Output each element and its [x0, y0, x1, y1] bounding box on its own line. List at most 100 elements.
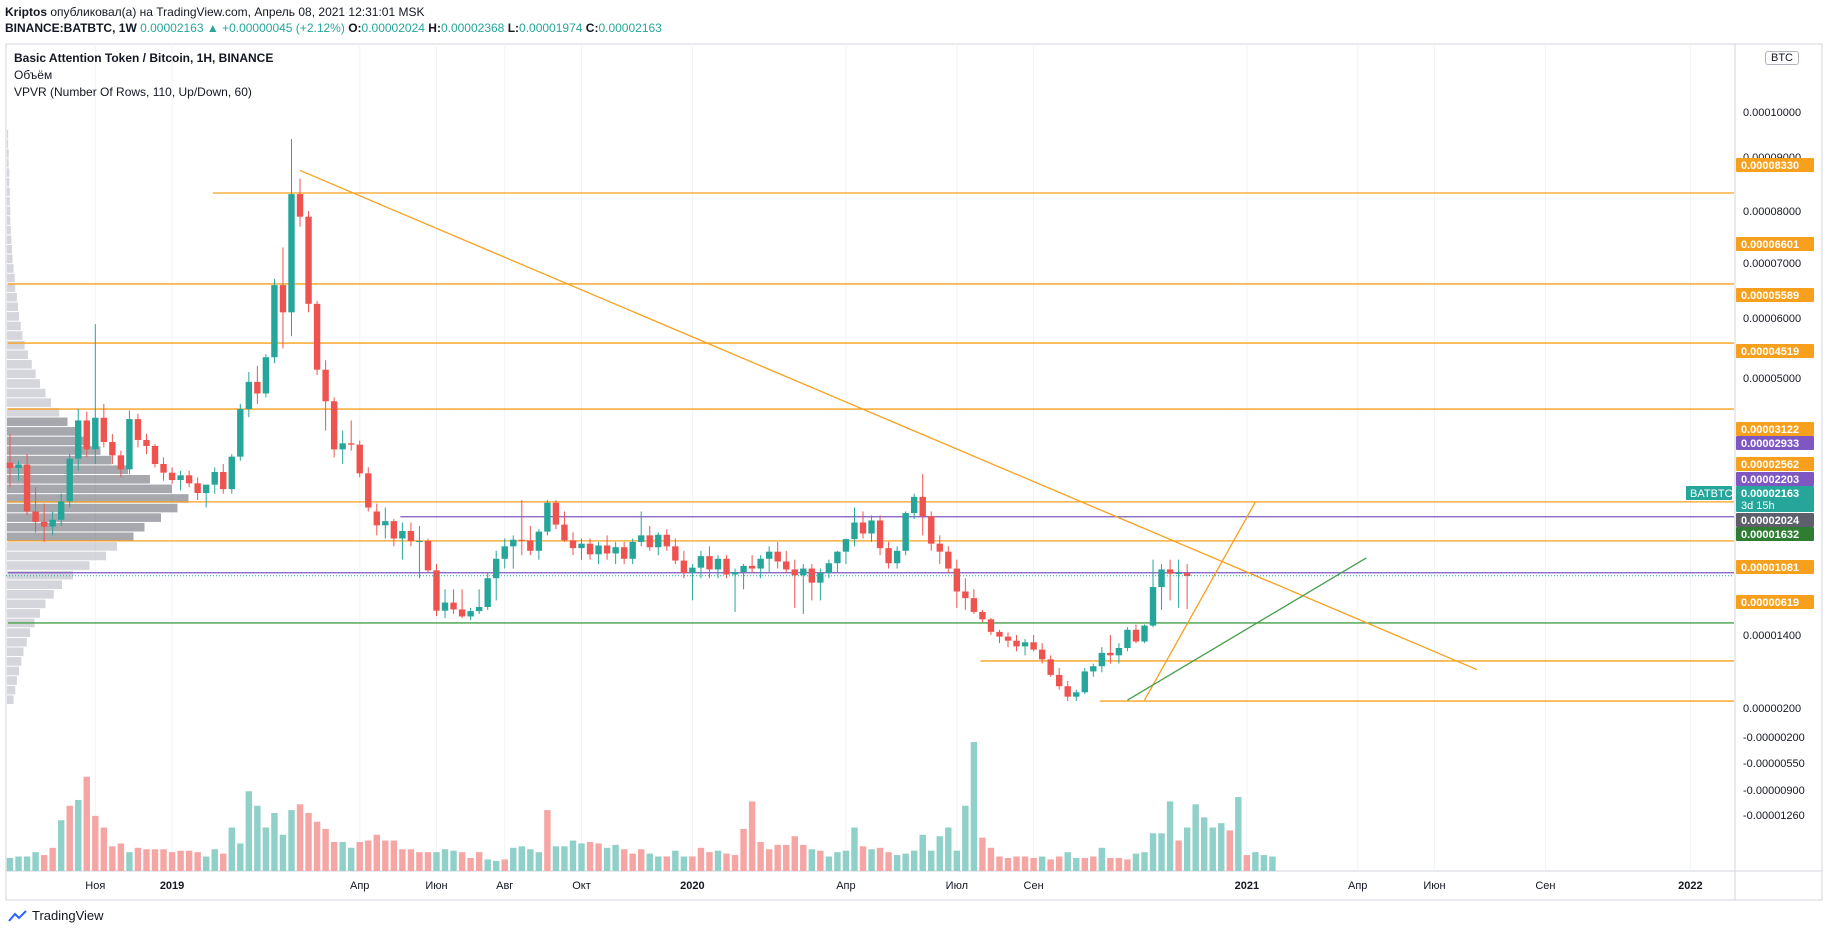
volume-bar — [450, 850, 457, 871]
candle-body — [382, 521, 389, 526]
volume-bar — [23, 856, 31, 871]
candle — [1047, 655, 1054, 677]
volume-bar — [296, 804, 304, 871]
legend-vpvr[interactable]: VPVR (Number Of Rows, 110, Up/Down, 60) — [14, 85, 252, 99]
volume-bar — [211, 849, 218, 871]
time-tick-label: Июл — [946, 880, 968, 892]
price-badge: 0.00000619 — [1736, 595, 1814, 609]
candle-body — [143, 439, 150, 446]
price-badge: 0.00004519 — [1736, 344, 1814, 358]
volume-bar — [902, 853, 909, 871]
footer-brand[interactable]: TradingView — [32, 908, 104, 923]
candle — [808, 564, 816, 601]
candle-body — [1038, 649, 1046, 660]
close-value: 0.00002163 — [598, 21, 662, 35]
legend-title[interactable]: Basic Attention Token / Bitcoin, 1H, BIN… — [14, 51, 274, 65]
close-label: C: — [585, 21, 599, 35]
candle — [1132, 624, 1140, 644]
candle — [876, 515, 884, 556]
volume-bar — [1047, 859, 1054, 871]
candle-body — [1098, 652, 1106, 667]
candle-body — [6, 462, 14, 468]
volume-profile-bar — [7, 628, 31, 637]
candle-body — [825, 563, 833, 573]
legend-volume[interactable]: Объём — [14, 68, 53, 82]
volume-profile-bar — [7, 388, 46, 398]
volume-bar — [1149, 833, 1157, 871]
price-badge: 0.00002024 — [1736, 513, 1814, 527]
candle — [92, 324, 99, 464]
volume-bar — [6, 857, 14, 871]
volume-bar — [160, 849, 167, 871]
volume-profile-bar — [7, 340, 25, 350]
candle-body — [40, 521, 48, 527]
candle — [859, 511, 867, 539]
candle-body — [1013, 640, 1020, 647]
price-badge: 0.00008330 — [1736, 158, 1814, 172]
time-tick-label: Авг — [496, 880, 513, 892]
candle — [748, 555, 756, 573]
volume-profile-bar — [7, 666, 20, 676]
volume-bar — [365, 840, 372, 871]
volume-profile-bar — [7, 245, 12, 254]
candle — [15, 460, 22, 481]
candle — [527, 526, 534, 556]
volume-bar — [49, 847, 56, 871]
candle — [23, 454, 31, 516]
volume-profile-bar — [7, 292, 17, 302]
tradingview-logo-icon — [8, 909, 27, 922]
candle-body — [1030, 642, 1037, 650]
candle — [322, 360, 329, 431]
candle-body — [808, 568, 816, 583]
volume-bar — [185, 850, 193, 871]
candle-body — [1004, 636, 1012, 641]
price-badge-bg — [1736, 457, 1814, 471]
candle-body — [876, 520, 884, 549]
candle — [945, 546, 952, 573]
volume-bar — [458, 852, 466, 871]
volume-bar — [1073, 857, 1080, 871]
candle-body — [1141, 625, 1148, 642]
volume-bar — [330, 842, 338, 871]
price-badge-bg — [1736, 560, 1814, 574]
candle — [544, 500, 551, 536]
volume-profile-bar — [7, 321, 21, 331]
candle-body — [510, 539, 517, 547]
time-tick-label: Июн — [425, 880, 447, 892]
volume-profile-bar — [7, 283, 16, 292]
volume-profile-bar — [7, 177, 10, 187]
volume-bar — [416, 852, 423, 871]
price-badge: 0.00005589 — [1736, 288, 1814, 302]
candle — [672, 538, 679, 565]
volume-bar — [697, 847, 705, 871]
volume-bar — [202, 856, 210, 871]
candle — [817, 568, 824, 601]
volume-bar — [535, 852, 543, 871]
candle-body — [279, 285, 287, 313]
currency-badge[interactable]: BTC — [1765, 51, 1799, 65]
candle-body — [936, 543, 943, 552]
price-badge-bg — [1736, 595, 1814, 609]
candle-body — [1149, 587, 1157, 626]
price-badge-label: 0.00002203 — [1741, 474, 1799, 486]
candle-body — [834, 551, 841, 564]
price-badge: 0.00002203 — [1736, 472, 1814, 486]
volume-bar — [603, 847, 611, 871]
volume-profile-bar — [7, 532, 134, 542]
candle — [305, 211, 312, 313]
candle — [458, 589, 466, 619]
published-text: опубликовал(а) на TradingView.com, Апрел… — [50, 5, 425, 19]
volume-bar — [936, 836, 943, 871]
price-tick-label: -0.00000550 — [1743, 758, 1805, 770]
candle-body — [953, 568, 961, 592]
candle — [1004, 632, 1012, 648]
volume-profile-bar — [7, 360, 32, 369]
candle — [1090, 663, 1097, 677]
volume-bar — [356, 842, 363, 871]
candle — [484, 573, 491, 610]
volume-bar — [1269, 856, 1276, 871]
candle — [1098, 647, 1106, 673]
volume-bar — [313, 821, 321, 871]
volume-bar — [928, 850, 935, 871]
